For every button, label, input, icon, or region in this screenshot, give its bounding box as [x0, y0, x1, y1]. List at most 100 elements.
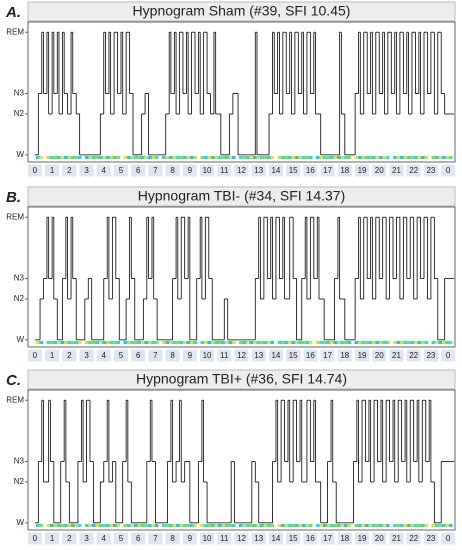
x-tick [78, 348, 95, 363]
activity-strip [53, 156, 57, 159]
x-tick [267, 531, 284, 546]
x-tick-label: 17 [323, 351, 332, 360]
activity-strip [361, 156, 365, 159]
activity-strip [109, 341, 113, 344]
activity-strip [130, 524, 134, 527]
x-tick-label: 16 [306, 351, 315, 360]
x-tick [388, 531, 405, 546]
activity-strip [386, 524, 390, 527]
activity-strip [242, 341, 246, 344]
activity-strip [155, 524, 159, 527]
activity-strip [221, 524, 225, 527]
activity-strip [407, 156, 411, 159]
activity-strip [281, 524, 285, 527]
x-tick-label: 3 [84, 351, 89, 360]
activity-strip [186, 524, 190, 527]
x-tick [405, 348, 422, 363]
x-tick [336, 348, 353, 363]
x-tick-label: 1 [50, 534, 55, 543]
x-tick [44, 163, 61, 178]
x-tick [199, 163, 216, 178]
x-tick [388, 163, 405, 178]
activity-strip [337, 156, 341, 159]
activity-strip [60, 524, 64, 527]
activity-strip [344, 524, 348, 527]
activity-strip [141, 524, 145, 527]
x-tick-label: 16 [306, 534, 315, 543]
x-tick [405, 163, 422, 178]
activity-strip [78, 524, 82, 527]
activity-strip [302, 156, 306, 159]
activity-strip [113, 156, 117, 159]
activity-strip [253, 341, 257, 344]
activity-strip [144, 156, 148, 159]
activity-strip [340, 524, 344, 527]
x-tick [26, 531, 43, 546]
activity-strip [67, 524, 71, 527]
activity-strip [284, 341, 288, 344]
activity-strip [228, 341, 232, 344]
x-tick [216, 531, 233, 546]
activity-strip [64, 156, 68, 159]
x-tick [285, 163, 302, 178]
x-tick [181, 348, 198, 363]
activity-strip [449, 156, 453, 159]
activity-strip [74, 156, 78, 159]
activity-strip [435, 156, 439, 159]
activity-strip [221, 156, 225, 159]
activity-strip [95, 156, 99, 159]
activity-strip [400, 524, 404, 527]
activity-strip [372, 524, 376, 527]
activity-strip [176, 524, 180, 527]
activity-strip [302, 524, 306, 527]
activity-strip [410, 156, 414, 159]
activity-strip [291, 524, 295, 527]
activity-strip [144, 341, 148, 344]
x-tick [181, 163, 198, 178]
x-tick-label: 4 [102, 534, 107, 543]
x-tick [371, 163, 388, 178]
activity-strip [169, 524, 173, 527]
x-tick [112, 163, 129, 178]
x-tick [302, 163, 319, 178]
activity-strip [449, 341, 453, 344]
x-tick-label: 3 [84, 534, 89, 543]
activity-strip [435, 341, 439, 344]
activity-strip [344, 341, 348, 344]
activity-strip [298, 156, 302, 159]
activity-strip [253, 524, 257, 527]
activity-strip [305, 341, 309, 344]
activity-strip [232, 341, 236, 344]
activity-strip [316, 341, 320, 344]
activity-strip [410, 341, 414, 344]
activity-strip [421, 341, 425, 344]
activity-strip [200, 524, 204, 527]
activity-strip [137, 524, 141, 527]
activity-strip [127, 156, 131, 159]
x-tick [78, 163, 95, 178]
x-tick-label: 18 [340, 166, 349, 175]
x-tick [440, 163, 457, 178]
x-tick-label: 7 [153, 166, 158, 175]
activity-strip [270, 341, 274, 344]
y-tick-label: REM [6, 212, 24, 221]
activity-strip [249, 156, 253, 159]
x-tick-label: 20 [375, 351, 384, 360]
activity-strip [260, 341, 264, 344]
activity-strip [85, 341, 89, 344]
x-tick-label: 0 [446, 351, 451, 360]
activity-strip [60, 341, 64, 344]
activity-strip [207, 156, 211, 159]
x-tick [440, 348, 457, 363]
activity-strip [295, 156, 299, 159]
activity-strip [183, 524, 187, 527]
x-tick-label: 4 [102, 166, 107, 175]
x-tick-label: 21 [392, 166, 401, 175]
x-tick-label: 0 [33, 166, 38, 175]
x-tick [267, 348, 284, 363]
activity-strip [379, 341, 383, 344]
activity-strip [218, 524, 222, 527]
activity-strip [375, 156, 379, 159]
activity-strip [305, 524, 309, 527]
x-tick-label: 22 [409, 351, 418, 360]
